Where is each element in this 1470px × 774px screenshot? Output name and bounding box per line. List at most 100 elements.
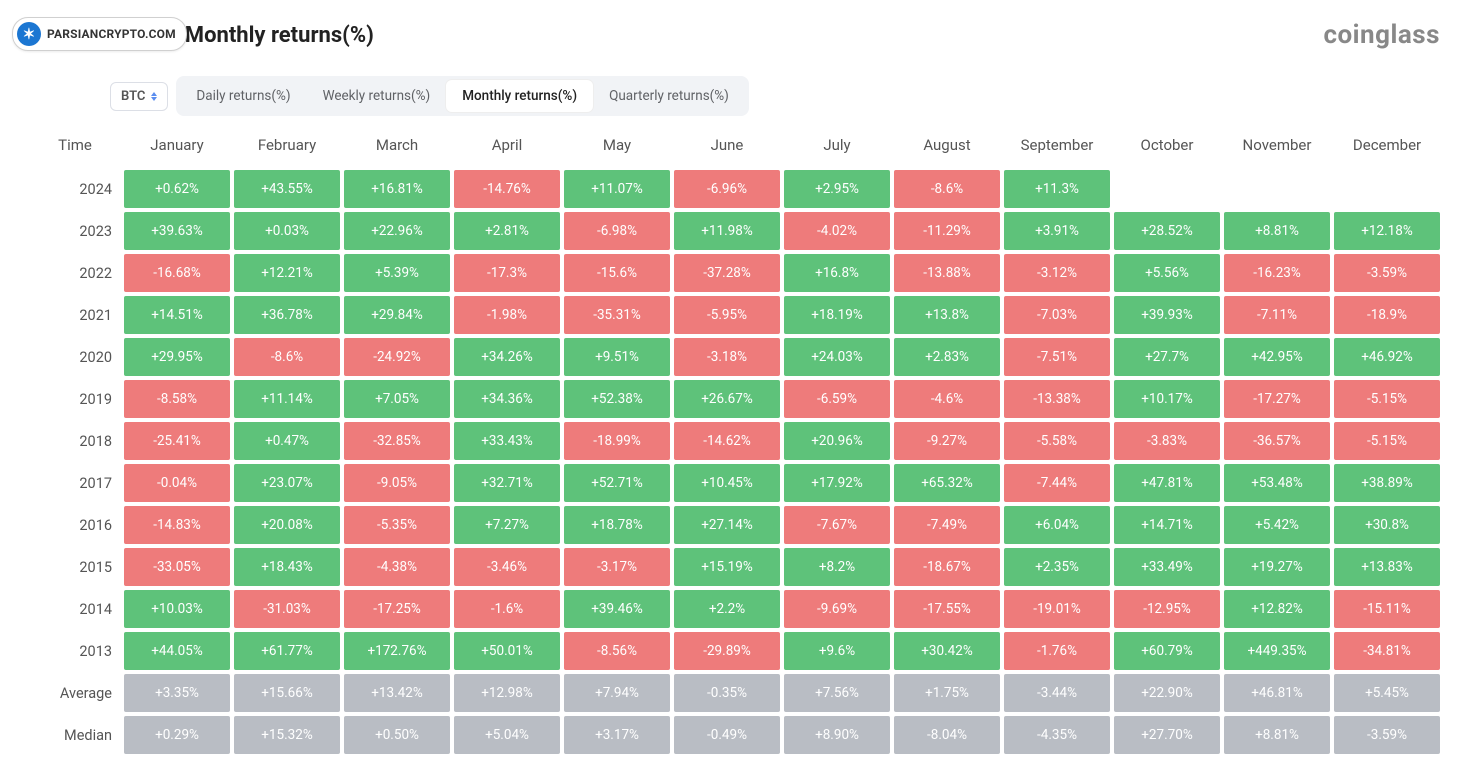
cell: -4.35% [1004, 716, 1110, 754]
cell: +15.19% [674, 548, 780, 586]
cell: +38.89% [1334, 464, 1440, 502]
cell: +0.62% [124, 170, 230, 208]
cell: +39.93% [1114, 296, 1220, 334]
cell: +53.48% [1224, 464, 1330, 502]
cell: +0.50% [344, 716, 450, 754]
column-header-november: November [1224, 128, 1330, 166]
cell: -7.11% [1224, 296, 1330, 334]
controls-row: BTC Daily returns(%)Weekly returns(%)Mon… [110, 76, 1440, 116]
cell: +12.18% [1334, 212, 1440, 250]
cell: -15.6% [564, 254, 670, 292]
cell: -18.67% [894, 548, 1000, 586]
cell: -11.29% [894, 212, 1000, 250]
cell [1224, 170, 1330, 208]
cell: -8.04% [894, 716, 1000, 754]
cell: +60.79% [1114, 632, 1220, 670]
cell: +8.81% [1224, 212, 1330, 250]
cell: +61.77% [234, 632, 340, 670]
cell: +29.84% [344, 296, 450, 334]
cell: +24.03% [784, 338, 890, 376]
row-label-average: Average [30, 674, 120, 712]
cell: -9.27% [894, 422, 1000, 460]
tab-weekly-returns[interactable]: Weekly returns(%) [307, 80, 447, 112]
cell: +13.8% [894, 296, 1000, 334]
row-label-2013: 2013 [30, 632, 120, 670]
cell: -7.51% [1004, 338, 1110, 376]
cell: -4.38% [344, 548, 450, 586]
cell: -36.57% [1224, 422, 1330, 460]
cell: +47.81% [1114, 464, 1220, 502]
period-tabs: Daily returns(%)Weekly returns(%)Monthly… [176, 76, 748, 116]
row-label-2014: 2014 [30, 590, 120, 628]
cell: -25.41% [124, 422, 230, 460]
cell: -5.35% [344, 506, 450, 544]
cell: +13.83% [1334, 548, 1440, 586]
column-header-december: December [1334, 128, 1440, 166]
cell: +26.67% [674, 380, 780, 418]
cell: +14.71% [1114, 506, 1220, 544]
cell: -24.92% [344, 338, 450, 376]
cell: -18.99% [564, 422, 670, 460]
cell: +5.56% [1114, 254, 1220, 292]
cell: -15.11% [1334, 590, 1440, 628]
cell: +15.32% [234, 716, 340, 754]
cell: -0.35% [674, 674, 780, 712]
cell: +3.35% [124, 674, 230, 712]
row-label-2021: 2021 [30, 296, 120, 334]
source-badge[interactable]: ✶ PARSIANCRYPTO.COM [12, 17, 187, 51]
cell: +39.63% [124, 212, 230, 250]
cell: +7.27% [454, 506, 560, 544]
sort-icon [151, 92, 157, 101]
cell: -13.88% [894, 254, 1000, 292]
cell: -8.6% [894, 170, 1000, 208]
cell: +2.35% [1004, 548, 1110, 586]
tab-quarterly-returns[interactable]: Quarterly returns(%) [593, 80, 745, 112]
cell: -29.89% [674, 632, 780, 670]
page: ✶ PARSIANCRYPTO.COM Bitcoin Monthly retu… [0, 0, 1470, 774]
cell: +52.71% [564, 464, 670, 502]
row-label-2020: 2020 [30, 338, 120, 376]
cell: +2.95% [784, 170, 890, 208]
cell: -9.05% [344, 464, 450, 502]
cell: -8.58% [124, 380, 230, 418]
cell: +6.04% [1004, 506, 1110, 544]
cell: +12.21% [234, 254, 340, 292]
cell: -3.17% [564, 548, 670, 586]
cell: +9.6% [784, 632, 890, 670]
cell: -0.49% [674, 716, 780, 754]
cell: +22.90% [1114, 674, 1220, 712]
cell: +2.83% [894, 338, 1000, 376]
title-area: ✶ PARSIANCRYPTO.COM Bitcoin Monthly retu… [30, 23, 374, 48]
cell: -31.03% [234, 590, 340, 628]
cell: +9.51% [564, 338, 670, 376]
cell: +18.43% [234, 548, 340, 586]
row-label-2019: 2019 [30, 380, 120, 418]
cell: -7.49% [894, 506, 1000, 544]
coin-selector[interactable]: BTC [110, 82, 168, 111]
column-header-february: February [234, 128, 340, 166]
row-label-2018: 2018 [30, 422, 120, 460]
column-header-time: Time [30, 128, 120, 166]
tab-monthly-returns[interactable]: Monthly returns(%) [446, 80, 593, 112]
cell: -5.15% [1334, 380, 1440, 418]
cell: +7.94% [564, 674, 670, 712]
column-header-july: July [784, 128, 890, 166]
cell: -5.15% [1334, 422, 1440, 460]
cell: -13.38% [1004, 380, 1110, 418]
cell: +3.91% [1004, 212, 1110, 250]
cell: +18.78% [564, 506, 670, 544]
cell: +11.14% [234, 380, 340, 418]
cell: -3.59% [1334, 254, 1440, 292]
cell: +27.14% [674, 506, 780, 544]
cell: -19.01% [1004, 590, 1110, 628]
cell: +2.81% [454, 212, 560, 250]
cell: +16.8% [784, 254, 890, 292]
cell: -14.76% [454, 170, 560, 208]
cell: -17.55% [894, 590, 1000, 628]
cell: -33.05% [124, 548, 230, 586]
tab-daily-returns[interactable]: Daily returns(%) [180, 80, 306, 112]
cell: +46.81% [1224, 674, 1330, 712]
column-header-september: September [1004, 128, 1110, 166]
cell: +10.45% [674, 464, 780, 502]
cell: -1.6% [454, 590, 560, 628]
